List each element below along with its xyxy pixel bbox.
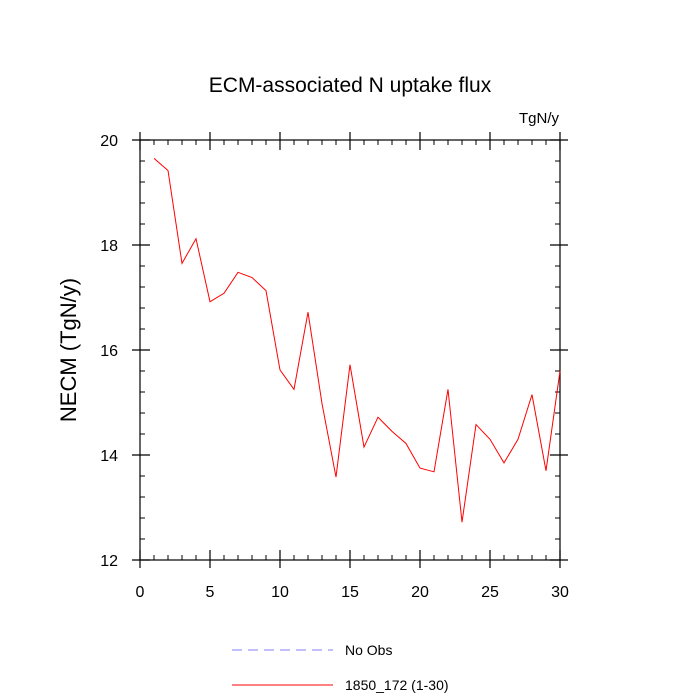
x-tick-label: 10 [271, 584, 289, 601]
y-tick-label: 14 [100, 448, 118, 465]
y-tick-label: 12 [100, 553, 118, 570]
y-tick-label: 16 [100, 343, 118, 360]
plot-area: 0 5 10 15 20 25 30 12 14 16 18 20 [100, 132, 569, 601]
y-tick-label: 20 [100, 133, 118, 150]
x-tick-label: 30 [551, 584, 569, 601]
legend: No Obs 1850_172 (1-30) [232, 642, 449, 693]
x-tick-label: 20 [411, 584, 429, 601]
chart-title: ECM-associated N uptake flux [209, 74, 492, 97]
y-tick-label: 18 [100, 238, 118, 255]
legend-label: 1850_172 (1-30) [345, 677, 449, 693]
x-tick-label: 0 [136, 584, 145, 601]
y-axis-label: NECM (TgN/y) [56, 278, 81, 422]
x-tick-label: 15 [341, 584, 359, 601]
legend-label: No Obs [345, 642, 392, 658]
series-line [153, 157, 561, 523]
units-label: TgN/y [519, 110, 560, 127]
plot-frame [139, 139, 561, 561]
x-tick-label: 5 [206, 584, 215, 601]
x-tick-label: 25 [481, 584, 499, 601]
